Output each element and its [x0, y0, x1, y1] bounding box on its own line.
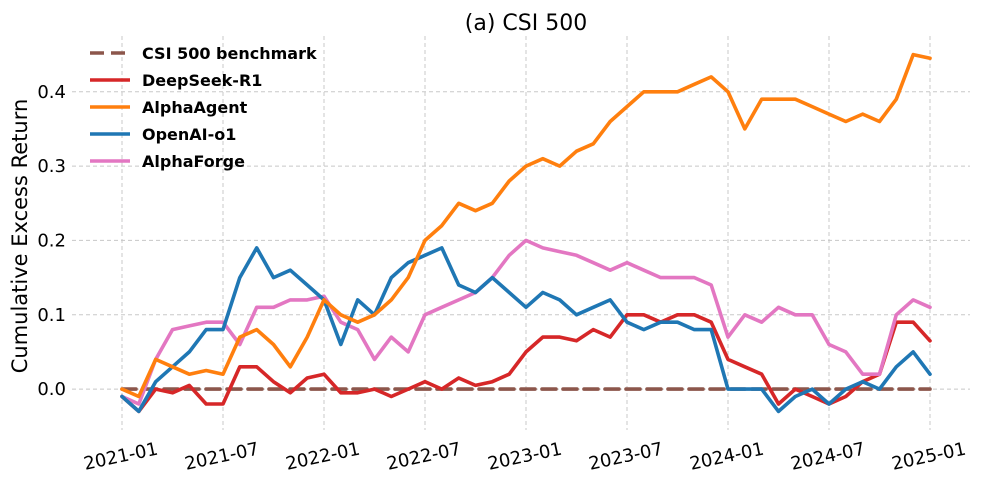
- chart-title: (a) CSI 500: [465, 11, 587, 36]
- grid: [72, 36, 970, 430]
- y-tick-label: 0.1: [37, 305, 66, 326]
- y-tick-label: 0.2: [37, 230, 66, 251]
- series-line: [120, 238, 932, 406]
- legend-label: AlphaAgent: [142, 98, 248, 117]
- x-tick-label: 2022-07: [385, 439, 463, 475]
- legend-label: CSI 500 benchmark: [142, 44, 317, 63]
- y-tick-label: 0.3: [37, 156, 66, 177]
- x-tick-label: 2024-01: [688, 439, 766, 475]
- legend: CSI 500 benchmark DeepSeek-R1 AlphaAgent Op…: [90, 44, 317, 171]
- x-tick-label: 2021-07: [183, 439, 261, 475]
- series-line: [120, 52, 932, 399]
- x-tick-label: 2022-01: [284, 439, 362, 475]
- series-lines: [120, 52, 932, 414]
- x-axis-ticks: 2021-01 2021-07 2022-01 2022-07 2023-01 2023-…: [82, 439, 968, 475]
- series-line: [120, 246, 932, 414]
- x-tick-label: 2021-01: [82, 439, 160, 475]
- series-line: [120, 312, 932, 414]
- legend-label: AlphaForge: [142, 152, 245, 171]
- x-tick-label: 2024-07: [789, 439, 867, 475]
- y-tick-label: 0.0: [37, 379, 66, 400]
- legend-label: OpenAI-o1: [142, 125, 236, 144]
- x-tick-label: 2025-01: [890, 439, 968, 475]
- legend-label: DeepSeek-R1: [142, 71, 262, 90]
- x-tick-label: 2023-07: [587, 439, 665, 475]
- y-axis-ticks: 0.0 0.1 0.2 0.3 0.4: [37, 82, 66, 400]
- y-axis-label: Cumulative Excess Return: [8, 99, 32, 374]
- x-tick-label: 2023-01: [486, 439, 564, 475]
- y-tick-label: 0.4: [37, 82, 66, 103]
